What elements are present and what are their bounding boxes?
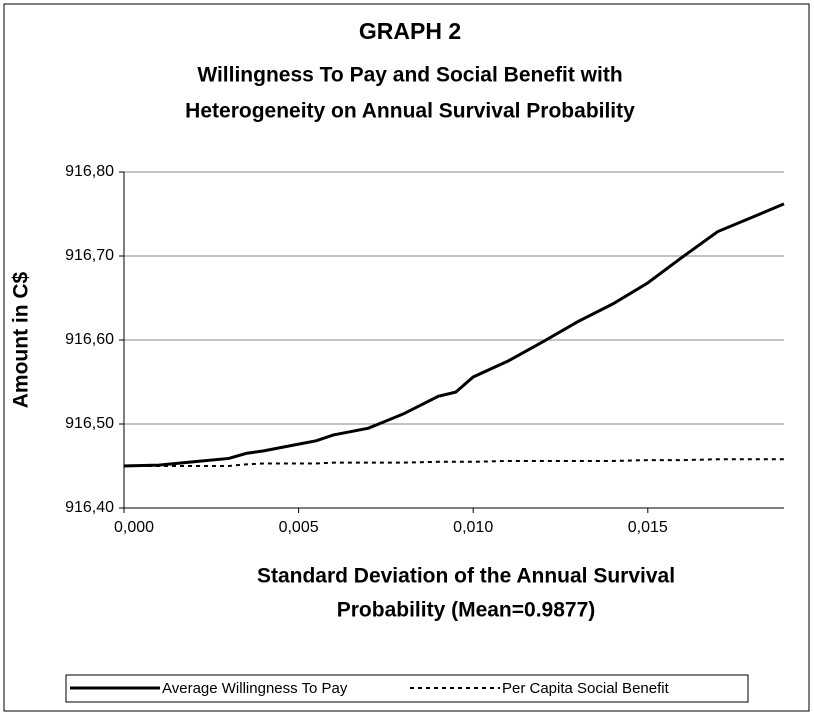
x-axis-title: Standard Deviation of the Annual Surviva…	[257, 565, 675, 588]
x-tick-label: 0,015	[628, 519, 668, 536]
legend-label: Per Capita Social Benefit	[502, 680, 670, 697]
series-line	[124, 458, 784, 467]
chart-subtitle: Willingness To Pay and Social Benefit wi…	[197, 64, 622, 87]
frame	[3, 3, 810, 712]
y-tick-label: 916,70	[65, 247, 114, 264]
chart-title: GRAPH 2	[359, 18, 461, 44]
chart-subtitle: Heterogeneity on Annual Survival Probabi…	[185, 100, 635, 123]
series-line	[123, 202, 785, 468]
y-tick-label: 916,50	[65, 415, 114, 432]
x-tick-label: 0,010	[453, 519, 493, 536]
legend-box	[65, 674, 749, 703]
y-tick-label: 916,40	[65, 499, 114, 516]
y-axis-title: Amount in C$	[10, 271, 33, 408]
x-tick-label: 0,005	[279, 519, 319, 536]
legend-label: Average Willingness To Pay	[162, 680, 348, 697]
y-tick-label: 916,80	[65, 163, 114, 180]
x-axis-title: Probability (Mean=0.9877)	[337, 599, 596, 622]
x-tick-label: 0,000	[114, 519, 154, 536]
y-tick-label: 916,60	[65, 331, 114, 348]
